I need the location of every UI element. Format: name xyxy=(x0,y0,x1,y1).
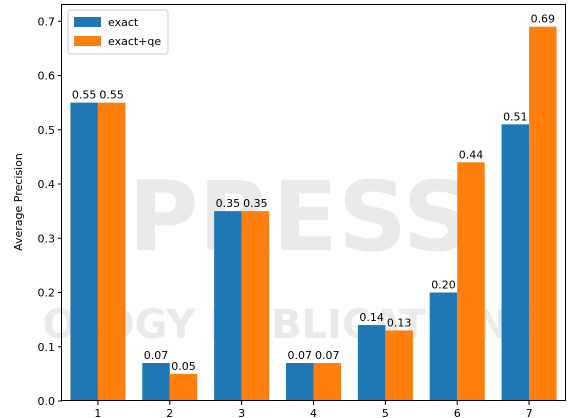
bar-exact xyxy=(214,211,242,401)
y-tick-label: 0.0 xyxy=(38,395,56,408)
y-tick-label: 0.6 xyxy=(38,70,56,83)
y-tick-label: 0.4 xyxy=(38,178,56,191)
x-tick-label: 6 xyxy=(454,407,461,418)
x-tick-label: 7 xyxy=(526,407,533,418)
bar-exact xyxy=(70,102,98,402)
bar-exact-qe xyxy=(97,102,126,402)
x-axis: 1 2 3 4 5 6 7 xyxy=(94,401,533,418)
legend-swatch xyxy=(74,17,101,27)
y-tick-label: 0.2 xyxy=(38,287,56,300)
bar-value-label: 0.05 xyxy=(171,360,196,373)
bar-exact-qe xyxy=(313,363,341,401)
bar-exact-qe xyxy=(385,330,413,401)
data-labels-group: 0.55 0.07 0.35 0.07 0.14 0.20 0.51 0.55 0.05 0.35… xyxy=(72,13,555,373)
bar-exact-qe xyxy=(241,211,270,401)
y-axis-title: Average Precision xyxy=(12,153,25,251)
bar-value-label: 0.07 xyxy=(288,349,313,362)
y-tick-label: 0.1 xyxy=(38,341,56,354)
bar-value-label: 0.69 xyxy=(531,13,556,26)
legend-label: exact+qe xyxy=(108,35,161,48)
bar-value-label: 0.20 xyxy=(431,279,456,292)
x-tick-label: 3 xyxy=(238,407,245,418)
bar-exact xyxy=(286,363,314,401)
bar-value-label: 0.51 xyxy=(503,110,528,123)
watermark-text-press: PRESS xyxy=(128,161,472,273)
bar-value-label: 0.07 xyxy=(144,349,169,362)
y-tick-label: 0.5 xyxy=(38,124,56,137)
bar-exact xyxy=(142,363,170,401)
legend-swatch xyxy=(74,36,101,46)
y-tick-label: 0.7 xyxy=(38,15,56,28)
bar-exact-qe xyxy=(529,26,557,401)
bar-value-label: 0.55 xyxy=(72,89,97,102)
y-tick-label: 0.3 xyxy=(38,232,56,245)
x-tick-label: 1 xyxy=(94,407,101,418)
bars-group xyxy=(70,26,557,402)
x-tick-label: 2 xyxy=(166,407,173,418)
x-tick-label: 4 xyxy=(310,407,317,418)
bar-exact-qe xyxy=(457,162,485,401)
bar-value-label: 0.35 xyxy=(243,197,268,210)
bar-value-label: 0.35 xyxy=(216,197,241,210)
bar-exact xyxy=(429,292,458,401)
plot-frame xyxy=(61,4,566,401)
bar-exact xyxy=(501,124,530,401)
bar-value-label: 0.55 xyxy=(99,89,124,102)
bar-value-label: 0.44 xyxy=(459,148,484,161)
legend-label: exact xyxy=(108,16,139,29)
bar-exact xyxy=(357,325,386,401)
y-axis: 0.0 0.1 0.2 0.3 0.4 0.5 0.6 0.7 xyxy=(38,15,62,408)
bar-value-label: 0.13 xyxy=(387,316,412,329)
bar-value-label: 0.07 xyxy=(315,349,340,362)
x-tick-label: 5 xyxy=(382,407,389,418)
bar-value-label: 0.14 xyxy=(359,311,384,324)
legend: exact exact+qe xyxy=(67,9,169,55)
bar-exact-qe xyxy=(169,373,198,401)
